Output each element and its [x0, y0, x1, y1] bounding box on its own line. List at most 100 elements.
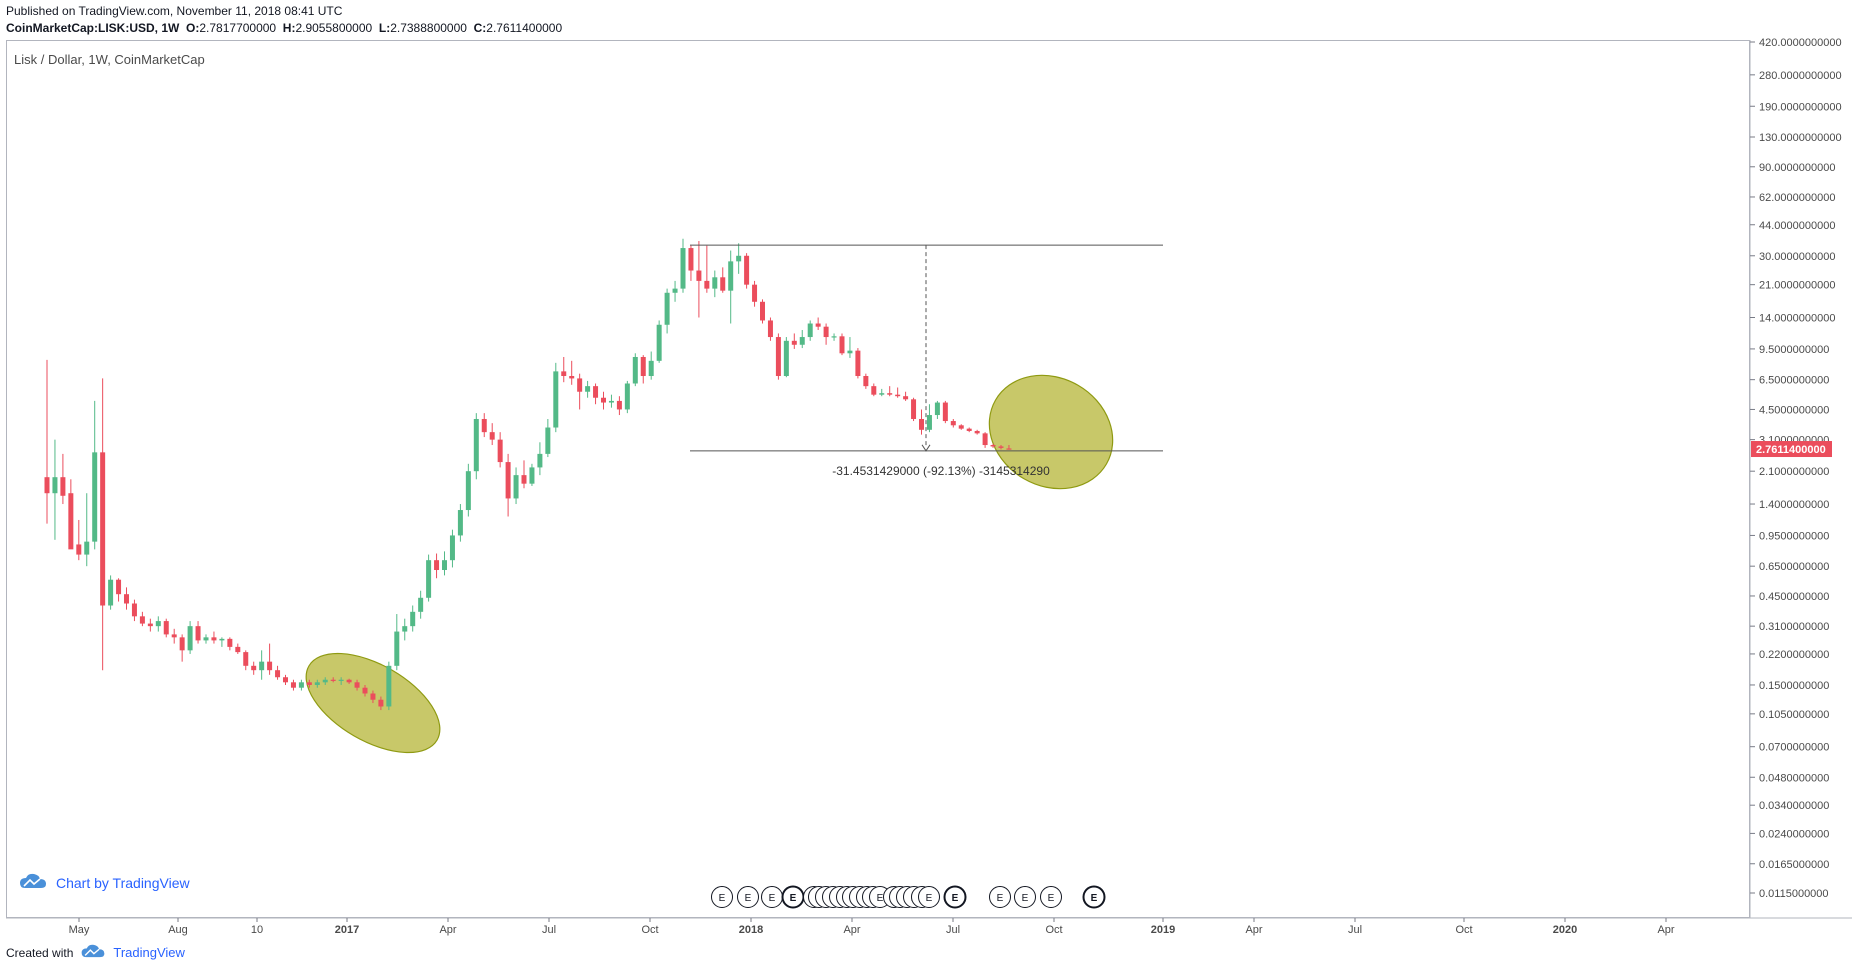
candle-body [298, 682, 304, 688]
candle [259, 650, 265, 680]
candle [807, 320, 813, 341]
close-value: 2.7611400000 [486, 21, 563, 35]
candle [585, 380, 591, 398]
y-tick-label: 1.4000000000 [1759, 499, 1829, 511]
y-tick-label: 0.9500000000 [1759, 530, 1829, 542]
candle-body [187, 626, 193, 651]
candle [911, 397, 917, 422]
x-tick-label: 2018 [739, 924, 763, 936]
tradingview-watermark[interactable]: Chart by TradingView [20, 873, 190, 892]
candle-body [799, 337, 805, 345]
earnings-marker-label: E [790, 893, 797, 904]
candle [601, 391, 606, 410]
candle [394, 614, 400, 671]
candle-body [855, 350, 861, 377]
earnings-marker-label: E [1091, 893, 1098, 904]
candle-body [974, 430, 980, 434]
earnings-marker-label: E [1048, 893, 1055, 904]
x-tick-label: May [69, 924, 90, 936]
candle-body [394, 631, 400, 666]
x-tick-label: 2017 [335, 924, 359, 936]
y-tick-label: 9.5000000000 [1759, 344, 1829, 356]
candle-body [601, 397, 606, 403]
high-value: 2.9055800000 [295, 21, 373, 35]
candle-body [1006, 448, 1012, 450]
candle-body [752, 284, 758, 302]
candle [330, 677, 336, 683]
candle-body [449, 535, 455, 561]
candle [426, 554, 432, 602]
candle-body [290, 682, 296, 688]
candle [529, 463, 535, 486]
candle-body [116, 579, 122, 595]
earnings-marker-label: E [719, 893, 726, 904]
candle [632, 353, 638, 387]
earnings-marker [1014, 886, 1036, 908]
x-tick-label: Aug [168, 924, 188, 936]
last-price-tag [1751, 441, 1832, 458]
candle [235, 643, 241, 654]
y-tick-label: 0.3100000000 [1759, 621, 1829, 633]
y-tick-label: 90.0000000000 [1759, 162, 1835, 174]
candle-body [426, 560, 432, 598]
candle [52, 439, 58, 540]
candle [863, 373, 869, 389]
y-tick-label: 0.4500000000 [1759, 591, 1829, 603]
candle [195, 621, 201, 644]
highlight-ellipse-2018 [988, 374, 1114, 490]
candle [895, 387, 901, 398]
candle [243, 650, 249, 671]
candle [958, 424, 964, 430]
candle [799, 329, 805, 349]
candle-body [632, 356, 638, 384]
candle-body [942, 402, 948, 422]
candle [346, 678, 352, 684]
candle-body [497, 439, 503, 463]
candle [314, 679, 320, 688]
candle-body [561, 371, 567, 377]
candle [545, 418, 551, 458]
candle-body [505, 462, 511, 499]
candle-body [616, 400, 622, 410]
candle-body [100, 452, 106, 606]
candle [950, 418, 956, 428]
candle-body [386, 665, 392, 707]
candle [879, 388, 885, 397]
candle-body [147, 623, 153, 627]
candle [823, 323, 829, 345]
candle-body [569, 376, 575, 379]
y-tick-label: 0.2200000000 [1759, 649, 1829, 661]
candle [139, 611, 145, 627]
candle [131, 599, 137, 622]
footer-brand[interactable]: TradingView [113, 945, 185, 960]
earnings-marker-label: E [769, 893, 776, 904]
candle-body [52, 477, 58, 494]
candle-body [108, 579, 114, 606]
watermark-text[interactable]: Chart by TradingView [56, 874, 190, 891]
earnings-marker [737, 886, 759, 908]
candle-body [434, 560, 440, 571]
earnings-marker [943, 885, 967, 909]
candle [736, 243, 742, 274]
candle [616, 396, 622, 416]
candle [942, 400, 948, 424]
earnings-marker [1040, 886, 1062, 908]
candle [608, 394, 614, 408]
y-tick-label: 4.5000000000 [1759, 404, 1829, 416]
candle-body [847, 350, 853, 354]
candle-body [370, 693, 376, 700]
candle [505, 453, 511, 517]
candle-body [672, 288, 678, 293]
candle-body [585, 386, 591, 392]
candle [767, 317, 773, 341]
candle-body [919, 418, 924, 430]
high-label: H: [282, 21, 296, 35]
candle-body [513, 475, 519, 499]
candle [322, 677, 328, 685]
candle-body [275, 670, 281, 678]
candle [124, 587, 129, 610]
candle-body [521, 475, 527, 484]
candle-body [203, 637, 209, 641]
y-tick-label: 0.0700000000 [1759, 742, 1829, 754]
